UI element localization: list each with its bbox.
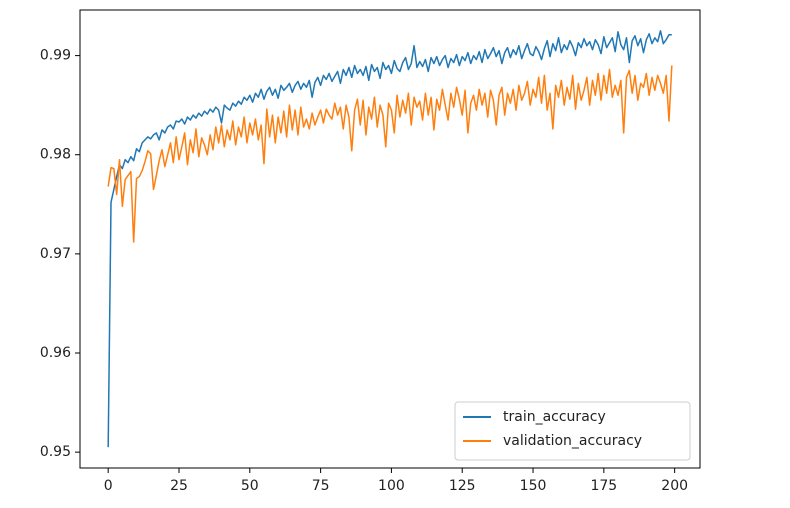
x-tick-label: 50 bbox=[241, 478, 259, 494]
y-tick-label: 0.99 bbox=[40, 48, 71, 64]
x-tick-label: 25 bbox=[170, 478, 188, 494]
legend-label: validation_accuracy bbox=[503, 433, 642, 449]
y-tick-label: 0.97 bbox=[40, 246, 71, 262]
series-line bbox=[107, 65, 673, 243]
x-tick-label: 200 bbox=[661, 478, 688, 494]
x-tick-label: 150 bbox=[520, 478, 547, 494]
y-tick-label: 0.95 bbox=[40, 444, 71, 460]
y-tick-label: 0.98 bbox=[40, 147, 71, 163]
x-tick-label: 100 bbox=[378, 478, 405, 494]
series-line bbox=[107, 30, 672, 448]
legend-label: train_accuracy bbox=[503, 409, 606, 425]
x-tick-label: 175 bbox=[590, 478, 617, 494]
y-tick-label: 0.96 bbox=[40, 345, 71, 361]
x-tick-label: 75 bbox=[312, 478, 330, 494]
x-tick-label: 125 bbox=[449, 478, 476, 494]
axes-frame bbox=[79, 9, 701, 469]
legend-box bbox=[454, 401, 691, 461]
x-tick-label: 0 bbox=[104, 478, 113, 494]
